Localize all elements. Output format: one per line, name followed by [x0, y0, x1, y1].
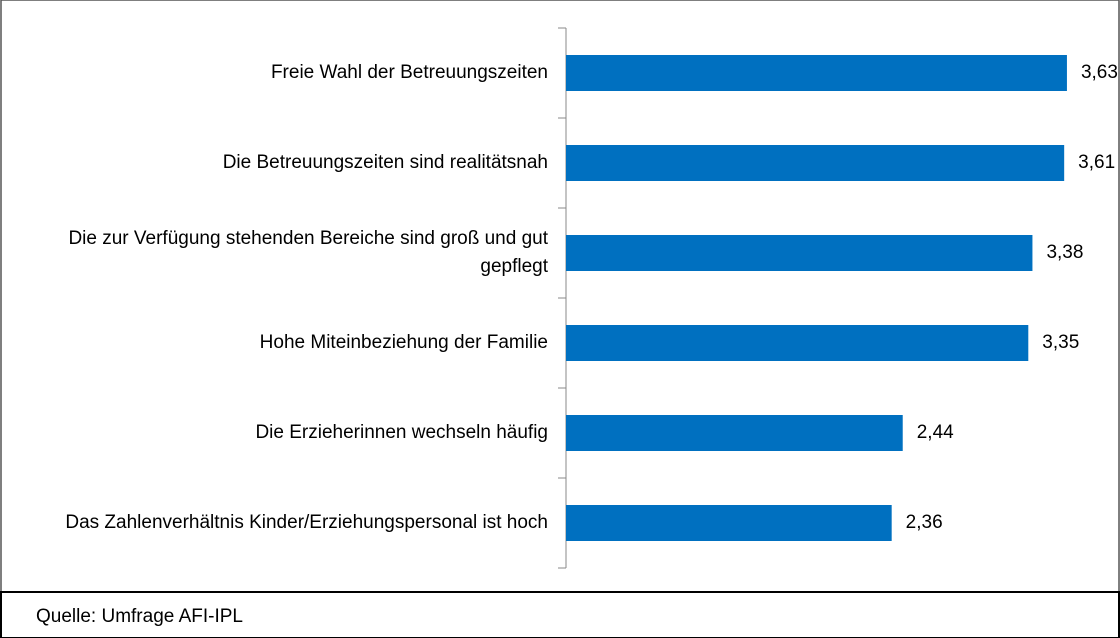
value-label: 3,61 — [1078, 152, 1115, 173]
bar — [566, 325, 1029, 361]
category-label: Freie Wahl der Betreuungszeiten — [270, 62, 548, 83]
category-label: Hohe Miteinbeziehung der Familie — [259, 332, 548, 353]
bar — [566, 145, 1065, 181]
category-label: Das Zahlenverhältnis Kinder/Erziehungspe… — [65, 512, 548, 533]
value-label: 3,63 — [1081, 62, 1118, 83]
category-label: Die zur Verfügung stehenden Bereiche sin… — [68, 228, 548, 277]
value-label: 2,36 — [906, 512, 943, 533]
category-label: Die Betreuungszeiten sind realitätsnah — [222, 152, 548, 173]
bar — [566, 415, 903, 451]
source-frame — [0, 591, 1120, 638]
value-label: 2,44 — [917, 422, 954, 443]
category-label: Die Erzieherinnen wechseln häufig — [255, 422, 548, 443]
bar — [566, 505, 892, 541]
source: Quelle: Umfrage AFI-IPL — [36, 606, 243, 627]
bar — [566, 55, 1067, 91]
bar — [566, 235, 1033, 271]
value-label: 3,35 — [1042, 332, 1079, 353]
value-label: 3,38 — [1046, 242, 1083, 263]
